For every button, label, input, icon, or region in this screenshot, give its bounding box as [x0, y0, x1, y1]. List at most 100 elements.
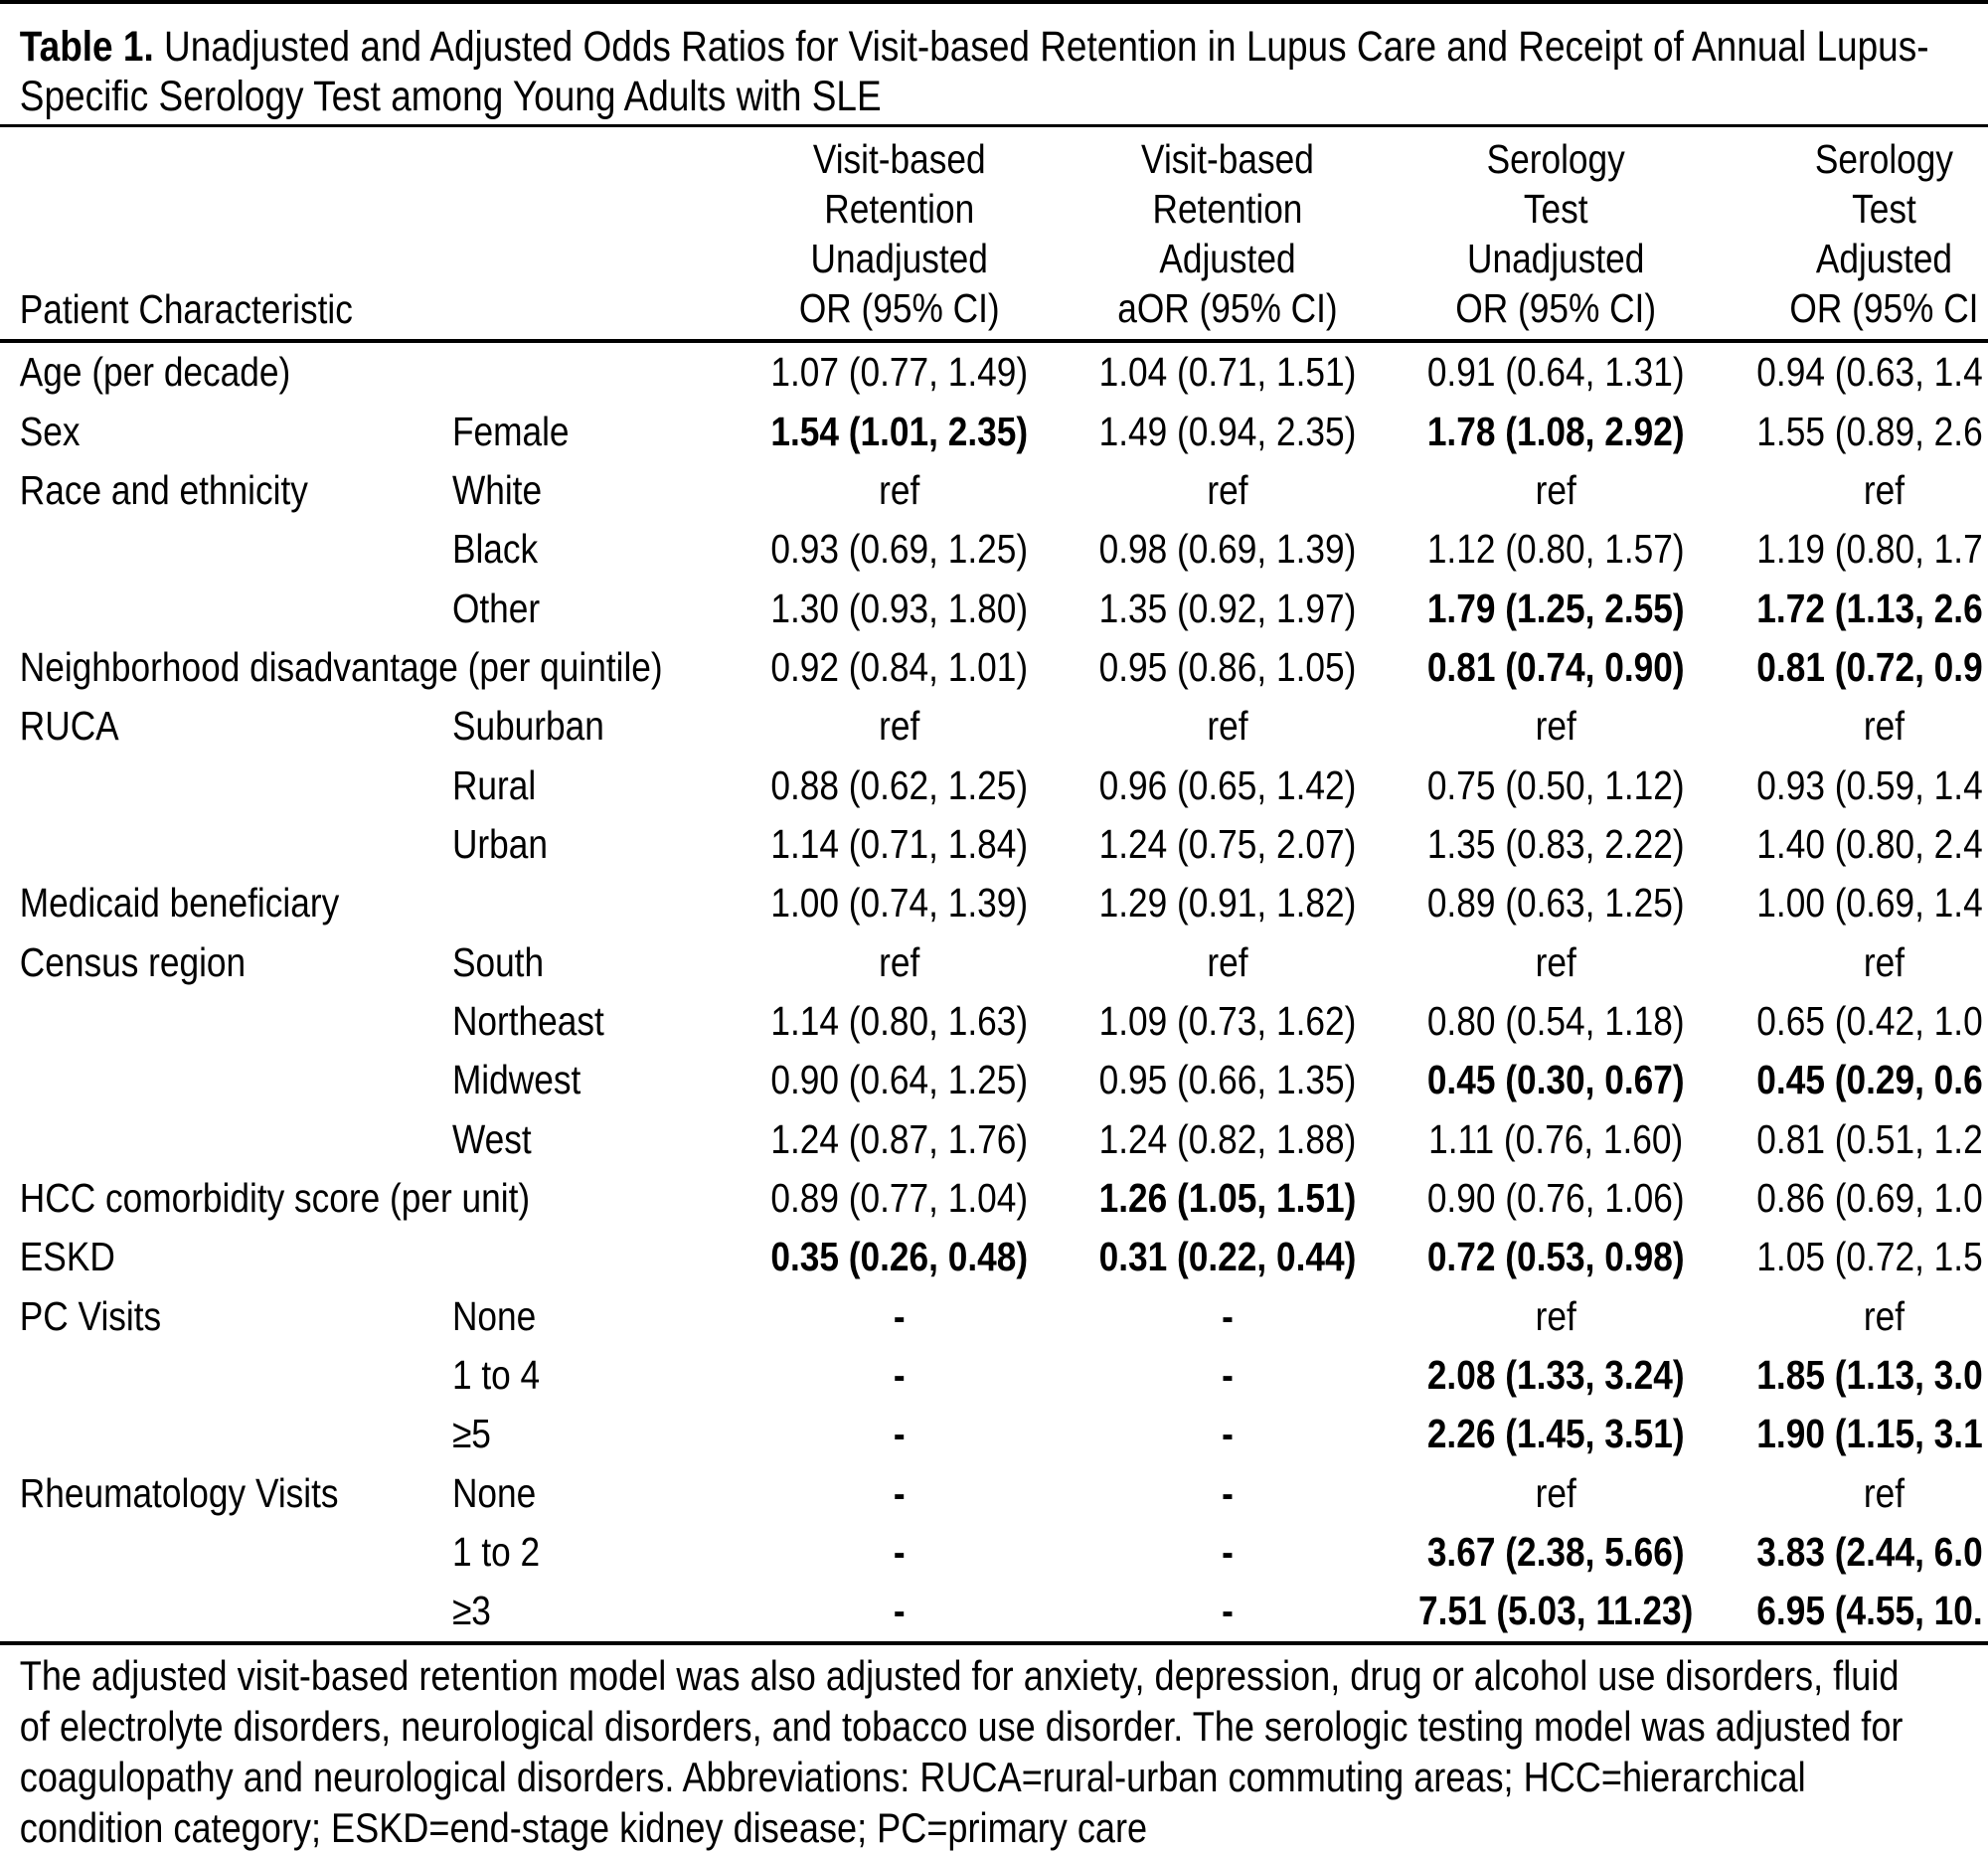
- cell-characteristic: Race and ethnicity: [19, 466, 308, 513]
- cell-serology-adjusted: ref: [1863, 1469, 1905, 1516]
- cell-level: White: [451, 466, 543, 513]
- cell-characteristic: Age (per decade): [19, 349, 291, 396]
- title-rule: [0, 124, 1988, 127]
- cell-serology-adjusted: 1.05 (0.72, 1.5: [1756, 1234, 1983, 1280]
- table-row: Neighborhood disadvantage (per quintile)…: [0, 638, 1988, 697]
- cell-serology-unadjusted: 7.51 (5.03, 11.23): [1417, 1588, 1694, 1634]
- cell-vbr-adjusted: 0.95 (0.86, 1.05): [1098, 643, 1357, 690]
- cell-vbr-adjusted: -: [1222, 1292, 1234, 1339]
- table-row: 1 to 4 - - 2.08 (1.33, 3.24) 1.85 (1.13, 3.0: [0, 1346, 1988, 1405]
- cell-serology-adjusted: 6.95 (4.55, 10.: [1756, 1588, 1983, 1634]
- cell-level: None: [451, 1292, 537, 1339]
- footnote-line: The adjusted visit-based retention model…: [19, 1651, 1900, 1699]
- cell-vbr-unadjusted: 0.89 (0.77, 1.04): [770, 1174, 1029, 1221]
- table-row: Urban 1.14 (0.71, 1.84) 1.24 (0.75, 2.07) 1…: [0, 815, 1988, 874]
- cell-characteristic: Rheumatology Visits: [19, 1469, 339, 1516]
- footnote-line: of electrolyte disorders, neurological d…: [19, 1702, 1904, 1750]
- table-row: Medicaid beneficiary 1.00 (0.74, 1.39) 1.2…: [0, 874, 1988, 932]
- cell-serology-adjusted: 1.00 (0.69, 1.4: [1756, 880, 1983, 926]
- cell-serology-unadjusted: ref: [1535, 466, 1576, 513]
- cell-characteristic: Medicaid beneficiary: [19, 880, 340, 926]
- cell-vbr-adjusted: 0.98 (0.69, 1.39): [1098, 526, 1357, 573]
- table-row: Sex Female 1.54 (1.01, 2.35) 1.49 (0.94, 2.…: [0, 402, 1988, 460]
- table-caption: Unadjusted and Adjusted Odds Ratios for …: [153, 23, 1929, 71]
- cell-serology-unadjusted: 1.78 (1.08, 2.92): [1426, 408, 1685, 454]
- cell-serology-unadjusted: 1.79 (1.25, 2.55): [1426, 585, 1685, 631]
- cell-serology-adjusted: 1.40 (0.80, 2.4: [1756, 820, 1983, 867]
- table-row: West 1.24 (0.87, 1.76) 1.24 (0.82, 1.88) 1.…: [0, 1109, 1988, 1168]
- table-row: Black 0.93 (0.69, 1.25) 0.98 (0.69, 1.39) 1…: [0, 520, 1988, 579]
- cell-vbr-unadjusted: 0.90 (0.64, 1.25): [770, 1057, 1029, 1103]
- cell-vbr-unadjusted: 0.88 (0.62, 1.25): [770, 761, 1029, 808]
- cell-serology-unadjusted: ref: [1535, 1292, 1576, 1339]
- cell-serology-adjusted: 0.65 (0.42, 1.0: [1756, 997, 1983, 1044]
- table-body: Age (per decade) 1.07 (0.77, 1.49) 1.04 (0…: [0, 343, 1988, 1641]
- table-row: 1 to 2 - - 3.67 (2.38, 5.66) 3.83 (2.44, 6.0: [0, 1523, 1988, 1582]
- cell-level: 1 to 2: [451, 1529, 541, 1576]
- cell-serology-adjusted: 0.81 (0.72, 0.9: [1756, 643, 1983, 690]
- cell-level: Urban: [451, 820, 548, 867]
- cell-serology-adjusted: 1.90 (1.15, 3.1: [1756, 1411, 1983, 1457]
- title-line-2: Specific Serology Test among Young Adult…: [19, 73, 882, 120]
- footnote-line: coagulopathy and neurological disorders.…: [19, 1753, 1806, 1800]
- cell-level: Suburban: [451, 703, 604, 750]
- table-row: ≥5 - - 2.26 (1.45, 3.51) 1.90 (1.15, 3.1: [0, 1405, 1988, 1463]
- cell-vbr-unadjusted: 1.54 (1.01, 2.35): [770, 408, 1029, 454]
- table-row: Census region South ref ref ref ref: [0, 932, 1988, 991]
- cell-level: None: [451, 1469, 537, 1516]
- cell-serology-unadjusted: 2.26 (1.45, 3.51): [1426, 1411, 1685, 1457]
- cell-characteristic: Census region: [19, 938, 247, 985]
- cell-serology-unadjusted: 0.89 (0.63, 1.25): [1426, 880, 1685, 926]
- cell-vbr-adjusted: 0.96 (0.65, 1.42): [1098, 761, 1357, 808]
- cell-vbr-unadjusted: 1.14 (0.71, 1.84): [770, 820, 1029, 867]
- cell-characteristic: Neighborhood disadvantage (per quintile): [19, 643, 663, 690]
- cell-serology-adjusted: ref: [1863, 466, 1905, 513]
- cell-vbr-unadjusted: -: [893, 1411, 906, 1457]
- cell-serology-adjusted: 0.93 (0.59, 1.4: [1756, 761, 1983, 808]
- cell-serology-unadjusted: 0.90 (0.76, 1.06): [1426, 1174, 1685, 1221]
- footnote-line: condition category; ESKD=end-stage kidne…: [19, 1803, 1148, 1851]
- cell-vbr-adjusted: -: [1222, 1529, 1234, 1576]
- cell-level: 1 to 4: [451, 1352, 541, 1399]
- column-headers: Patient Characteristic Visit-based Reten…: [0, 127, 1988, 339]
- column-header-vbr-adjusted: Visit-based Retention Adjusted aOR (95% …: [1117, 136, 1338, 331]
- cell-vbr-unadjusted: -: [893, 1529, 906, 1576]
- column-header-vbr-unadjusted: Visit-based Retention Unadjusted OR (95%…: [798, 136, 1000, 331]
- cell-level: Northeast: [451, 997, 604, 1044]
- cell-vbr-unadjusted: ref: [879, 703, 920, 750]
- cell-vbr-adjusted: -: [1222, 1469, 1234, 1516]
- table-row: Other 1.30 (0.93, 1.80) 1.35 (0.92, 1.97) 1…: [0, 579, 1988, 637]
- cell-vbr-adjusted: -: [1222, 1588, 1234, 1634]
- cell-vbr-adjusted: 1.04 (0.71, 1.51): [1098, 349, 1357, 396]
- cell-characteristic: RUCA: [19, 703, 119, 750]
- cell-characteristic: PC Visits: [19, 1292, 162, 1339]
- cell-serology-unadjusted: 1.11 (0.76, 1.60): [1428, 1115, 1684, 1162]
- cell-vbr-unadjusted: ref: [879, 466, 920, 513]
- cell-serology-adjusted: 0.94 (0.63, 1.4: [1756, 349, 1983, 396]
- footnote-rule: [0, 1640, 1988, 1645]
- cell-vbr-unadjusted: 0.92 (0.84, 1.01): [770, 643, 1029, 690]
- cell-serology-unadjusted: 1.12 (0.80, 1.57): [1426, 526, 1685, 573]
- cell-level: Rural: [451, 761, 537, 808]
- cell-vbr-unadjusted: 0.93 (0.69, 1.25): [770, 526, 1029, 573]
- cell-serology-unadjusted: 2.08 (1.33, 3.24): [1426, 1352, 1685, 1399]
- cell-serology-adjusted: ref: [1863, 1292, 1905, 1339]
- cell-vbr-adjusted: ref: [1207, 703, 1248, 750]
- cell-level: Female: [451, 408, 570, 454]
- cell-vbr-unadjusted: 0.35 (0.26, 0.48): [770, 1234, 1029, 1280]
- table-row: Age (per decade) 1.07 (0.77, 1.49) 1.04 (0…: [0, 343, 1988, 402]
- cell-serology-adjusted: 1.72 (1.13, 2.6: [1756, 585, 1983, 631]
- title-line-1: Table 1. Unadjusted and Adjusted Odds Ra…: [20, 22, 1988, 72]
- cell-serology-unadjusted: 0.75 (0.50, 1.12): [1426, 761, 1685, 808]
- cell-vbr-unadjusted: 1.24 (0.87, 1.76): [770, 1115, 1029, 1162]
- cell-serology-adjusted: 0.81 (0.51, 1.2: [1756, 1115, 1983, 1162]
- cell-vbr-adjusted: ref: [1207, 466, 1248, 513]
- cell-vbr-unadjusted: -: [893, 1352, 906, 1399]
- cell-serology-unadjusted: 0.81 (0.74, 0.90): [1426, 643, 1685, 690]
- table-footnote: The adjusted visit-based retention model…: [0, 1650, 1988, 1853]
- cell-vbr-unadjusted: -: [893, 1292, 906, 1339]
- cell-serology-adjusted: 0.86 (0.69, 1.0: [1756, 1174, 1983, 1221]
- table-row: Race and ethnicity White ref ref ref ref: [0, 461, 1988, 520]
- cell-vbr-unadjusted: ref: [879, 938, 920, 985]
